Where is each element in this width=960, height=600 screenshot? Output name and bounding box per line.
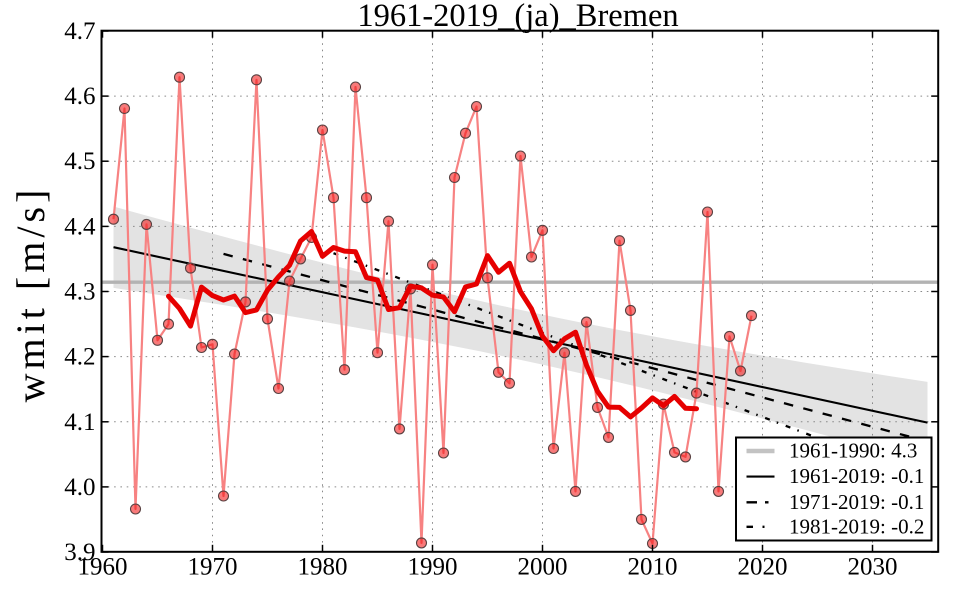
svg-text:1961-2019_(ja)_Bremen: 1961-2019_(ja)_Bremen [357,0,678,34]
svg-text:1971-2019: -0.1: 1971-2019: -0.1 [789,490,924,514]
svg-text:1960: 1960 [78,554,128,581]
svg-text:1961-2019: -0.1: 1961-2019: -0.1 [789,464,924,488]
svg-text:2030: 2030 [848,554,898,581]
svg-text:1970: 1970 [188,554,238,581]
svg-text:4.2: 4.2 [64,344,95,371]
svg-text:4.6: 4.6 [64,83,95,110]
svg-text:3.9: 3.9 [64,539,95,566]
svg-text:4.3: 4.3 [64,279,95,306]
svg-text:2000: 2000 [518,554,568,581]
svg-text:1990: 1990 [408,554,458,581]
svg-text:2010: 2010 [628,554,678,581]
svg-text:4.5: 4.5 [64,148,95,175]
svg-text:1961-1990: 4.3: 1961-1990: 4.3 [789,439,917,463]
svg-text:4.0: 4.0 [64,474,95,501]
svg-text:4.7: 4.7 [64,18,95,45]
svg-text:2020: 2020 [738,554,788,581]
svg-text:4.4: 4.4 [64,213,96,240]
svg-text:1981-2019: -0.2: 1981-2019: -0.2 [789,514,924,538]
svg-text:wmit [m/s]: wmit [m/s] [8,186,53,403]
svg-text:1980: 1980 [298,554,348,581]
svg-text:4.1: 4.1 [64,409,95,436]
